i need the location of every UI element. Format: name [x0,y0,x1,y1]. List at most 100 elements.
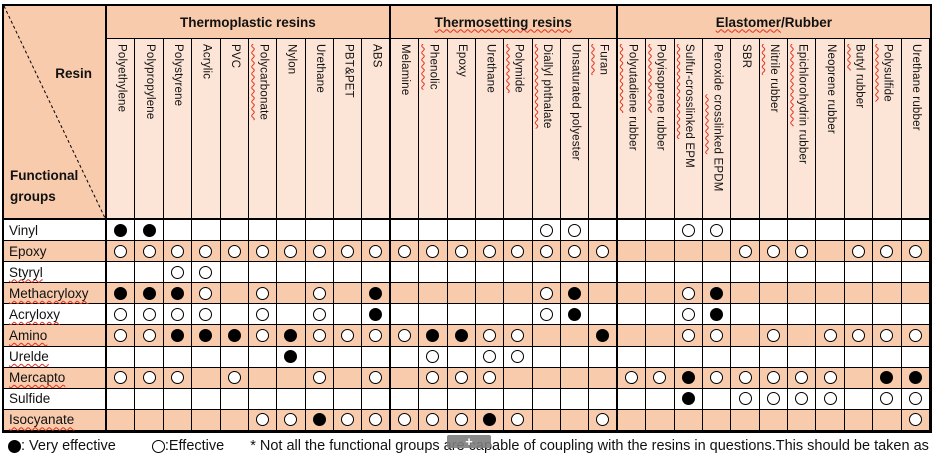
matrix-cell [390,367,420,389]
legend-very-effective-dot [8,439,21,453]
matrix-cell [475,241,505,263]
matrix-cell [419,325,448,347]
matrix-cell [334,241,363,263]
matrix-cell [305,325,335,347]
effective-dot [397,329,411,343]
matrix-cell [192,388,221,410]
matrix-cell [390,283,420,305]
effective-dot [483,350,497,364]
matrix-cell [504,388,533,410]
effective-dot [681,307,695,321]
effective-dot [625,371,638,385]
matrix-cell [447,283,476,305]
matrix-cell [192,409,221,431]
matrix-cell [731,220,760,242]
matrix-cell [844,409,874,431]
label-segment: Urethane rubber [910,44,923,131]
matrix-cell [532,283,562,305]
matrix-cell [305,220,335,242]
matrix-cell [135,220,164,242]
label-segment: Polystyrene [172,44,185,107]
matrix-cell [617,346,647,368]
matrix-cell [192,367,221,389]
label-segment: Phenolic [427,44,440,90]
very-effective-dot [681,371,695,385]
matrix-cell [475,283,505,305]
label-segment: Peroxide [711,44,724,95]
zoom-plus-button[interactable]: + [447,435,491,448]
effective-dot [426,371,440,385]
label-segment: ABS [370,44,383,68]
matrix-cell [163,283,193,305]
column-header-label: Polymide [512,39,525,93]
matrix-cell [646,346,675,368]
legend: : Very effective :Effective * Not all th… [8,438,932,454]
effective-dot [539,307,553,321]
effective-dot [114,329,128,343]
effective-dot [795,371,809,385]
label-segment: Polyutadiene [626,44,639,113]
matrix-cell [788,220,817,242]
matrix-cell [561,346,590,368]
matrix-cell [107,262,136,284]
matrix-cell [220,262,249,284]
effective-dot [539,244,553,258]
effective-dot [341,413,355,427]
column-header: Polystyrene [163,39,193,220]
matrix-cell [731,346,760,368]
label-segment: Vinyl [9,222,39,238]
matrix-cell [702,346,732,368]
matrix-cell [362,367,391,389]
matrix-cell [192,346,221,368]
matrix-cell [390,220,420,242]
column-header: PBT&PET [334,39,363,220]
matrix-cell [702,262,732,284]
column-header: Polypropylene [135,39,164,220]
matrix-cell [475,388,505,410]
label-segment: Epichlorohydrin [796,44,809,127]
very-effective-dot [284,350,298,364]
label-segment: Nylon [285,44,298,75]
column-header-label: Unsaturated polyester [569,39,582,161]
effective-dot [596,244,610,258]
matrix-cell [561,388,590,410]
matrix-cell [419,220,448,242]
label-segment: Unsaturated polyester [569,44,582,161]
label-segment: Sulfide [9,391,51,407]
matrix-cell [589,388,618,410]
row-label: Urelde [4,346,107,368]
label-segment: Epoxy [455,44,468,77]
matrix-cell [419,409,448,431]
effective-dot [653,371,667,385]
matrix-cell [107,220,136,242]
matrix-cell [873,388,902,410]
matrix-cell [788,367,817,389]
effective-dot [142,307,156,321]
effective-dot [908,329,922,343]
column-header-label: Melamine [399,39,411,95]
matrix-cell [844,220,874,242]
matrix-cell [248,220,278,242]
effective-dot [341,329,355,343]
matrix-cell [362,241,391,263]
matrix-cell [674,283,703,305]
column-header: Nitrile rubber [759,39,789,220]
matrix-cell [475,367,505,389]
very-effective-dot [170,286,184,300]
matrix-cell [163,367,193,389]
row-label: Amino [4,325,107,347]
matrix-cell [901,388,930,410]
very-effective-dot [369,286,383,300]
very-effective-dot [483,413,497,427]
effective-dot [170,371,184,385]
label-segment: Polypropylene [143,44,156,120]
matrix-cell [475,409,505,431]
matrix-cell [759,388,789,410]
matrix-cell [220,409,249,431]
column-header: Urethane [305,39,335,220]
matrix-cell [277,409,306,431]
very-effective-dot [142,223,156,237]
matrix-cell [419,367,448,389]
matrix-cell [731,262,760,284]
matrix-cell [816,346,845,368]
